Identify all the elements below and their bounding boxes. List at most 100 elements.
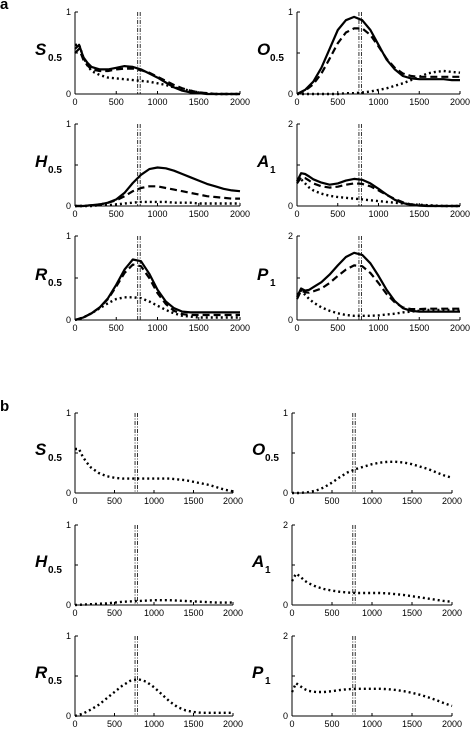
x-tick-label: 0 bbox=[294, 209, 299, 219]
panel-letter-b: b bbox=[0, 398, 9, 415]
x-tick-label: 1500 bbox=[183, 719, 203, 729]
x-tick-label: 500 bbox=[324, 496, 339, 506]
x-tick-label: 2000 bbox=[230, 323, 250, 333]
x-tick-label: 2000 bbox=[223, 608, 243, 618]
x-tick-label: 500 bbox=[107, 608, 122, 618]
x-tick-label: 1000 bbox=[368, 97, 388, 107]
y-tick-label: 2 bbox=[283, 520, 288, 530]
series-line-dotted bbox=[297, 69, 461, 96]
series-line-dashed bbox=[296, 176, 460, 208]
variable-label-a-R: R bbox=[35, 265, 48, 284]
y-tick-label: 1 bbox=[66, 7, 71, 17]
x-tick-label: 1500 bbox=[189, 97, 209, 107]
x-tick-label: 1500 bbox=[402, 496, 422, 506]
series-line-dotted bbox=[296, 289, 460, 317]
y-tick-label-mid: 0.5 bbox=[270, 53, 284, 64]
x-tick-label: 0 bbox=[289, 496, 294, 506]
y-tick-label-mid: 0.5 bbox=[48, 53, 62, 64]
y-tick-label: 0 bbox=[66, 711, 71, 721]
x-tick-label: 1000 bbox=[362, 719, 382, 729]
x-tick-label: 1000 bbox=[368, 323, 388, 333]
series-line-dashed bbox=[296, 264, 460, 311]
series-line-dashed bbox=[74, 47, 240, 96]
y-tick-label: 0 bbox=[288, 315, 293, 325]
x-tick-label: 1000 bbox=[362, 496, 382, 506]
y-tick-label: 0 bbox=[66, 488, 71, 498]
x-tick-label: 0 bbox=[72, 97, 77, 107]
y-tick-label: 0 bbox=[283, 600, 288, 610]
x-tick-label: 2000 bbox=[223, 719, 243, 729]
x-tick-label: 1000 bbox=[147, 97, 167, 107]
series-line-solid bbox=[75, 166, 241, 208]
x-tick-label: 1000 bbox=[362, 608, 382, 618]
y-tick-label: 0 bbox=[283, 488, 288, 498]
x-tick-label: 2000 bbox=[442, 496, 462, 506]
y-tick-label-mid: 1 bbox=[265, 676, 271, 687]
variable-label-a-H: H bbox=[35, 152, 48, 171]
series-line-dotted bbox=[74, 296, 240, 322]
x-tick-label: 1500 bbox=[402, 719, 422, 729]
plot-b-S: 0 1 S 0.5 0 500 1000 1500 2000 bbox=[35, 408, 243, 506]
y-tick-label: 0 bbox=[66, 89, 71, 99]
x-tick-label: 500 bbox=[107, 496, 122, 506]
series-line-dashed bbox=[75, 185, 240, 208]
plot-a-R: 0 1 R 0.5 0 500 1000 1500 2000 bbox=[35, 231, 250, 333]
x-tick-label: 0 bbox=[72, 209, 77, 219]
x-tick-label: 0 bbox=[72, 323, 77, 333]
series-line-solid bbox=[74, 43, 240, 96]
x-tick-label: 0 bbox=[289, 608, 294, 618]
series-line-dotted bbox=[75, 447, 234, 493]
x-tick-label: 1500 bbox=[409, 97, 429, 107]
x-tick-label: 1500 bbox=[409, 209, 429, 219]
plot-a-H: 0 1 H 0.5 0 500 1000 1500 2000 bbox=[35, 119, 250, 219]
y-tick-label-mid: 0.5 bbox=[48, 278, 62, 289]
x-tick-label: 1500 bbox=[183, 608, 203, 618]
x-tick-label: 500 bbox=[107, 719, 122, 729]
y-tick-label: 2 bbox=[283, 631, 288, 641]
x-tick-label: 2000 bbox=[450, 323, 470, 333]
x-tick-label: 1500 bbox=[409, 323, 429, 333]
x-tick-label: 2000 bbox=[442, 719, 462, 729]
x-tick-label: 0 bbox=[72, 719, 77, 729]
x-tick-label: 1000 bbox=[147, 209, 167, 219]
x-tick-label: 2000 bbox=[230, 209, 250, 219]
variable-label-a-O: O bbox=[257, 40, 270, 59]
x-tick-label: 1500 bbox=[402, 608, 422, 618]
x-tick-label: 0 bbox=[289, 719, 294, 729]
x-tick-label: 0 bbox=[294, 97, 299, 107]
y-tick-label-mid: 1 bbox=[270, 278, 276, 289]
variable-label-a-P: P bbox=[257, 265, 269, 284]
y-tick-label: 0 bbox=[66, 315, 71, 325]
x-tick-label: 2000 bbox=[223, 496, 243, 506]
series-line-dotted bbox=[292, 460, 453, 495]
y-tick-label: 1 bbox=[66, 231, 71, 241]
x-tick-label: 1500 bbox=[183, 496, 203, 506]
variable-label-a-A: A bbox=[256, 152, 269, 171]
y-tick-label: 1 bbox=[66, 631, 71, 641]
x-tick-label: 0 bbox=[72, 608, 77, 618]
x-tick-label: 2000 bbox=[442, 608, 462, 618]
plot-b-A: 0 2 A 1 0 500 1000 1500 2000 bbox=[251, 520, 462, 618]
x-tick-label: 500 bbox=[330, 97, 345, 107]
y-tick-label: 1 bbox=[66, 119, 71, 129]
variable-label-b-R: R bbox=[35, 663, 48, 682]
x-tick-label: 1000 bbox=[368, 209, 388, 219]
variable-label-b-S: S bbox=[35, 440, 47, 459]
plot-b-O: 0 1 O 0.5 0 500 1000 1500 2000 bbox=[252, 408, 462, 506]
series-line-solid bbox=[296, 251, 460, 313]
plot-a-S: 0 1 S 0.5 0 500 1000 1500 2000 bbox=[35, 7, 250, 107]
y-tick-label: 0 bbox=[66, 600, 71, 610]
series-line-solid bbox=[74, 258, 240, 322]
plot-a-O: 0 1 O 0.5 0 500 1000 1500 2000 bbox=[257, 7, 470, 107]
x-tick-label: 500 bbox=[324, 608, 339, 618]
x-tick-label: 1500 bbox=[189, 323, 209, 333]
series-line-dashed bbox=[74, 263, 240, 322]
x-tick-label: 500 bbox=[330, 209, 345, 219]
x-tick-label: 500 bbox=[330, 323, 345, 333]
y-tick-label: 2 bbox=[288, 231, 293, 241]
variable-label-b-O: O bbox=[252, 440, 265, 459]
x-tick-label: 1000 bbox=[144, 719, 164, 729]
series-line-dashed bbox=[296, 27, 460, 96]
